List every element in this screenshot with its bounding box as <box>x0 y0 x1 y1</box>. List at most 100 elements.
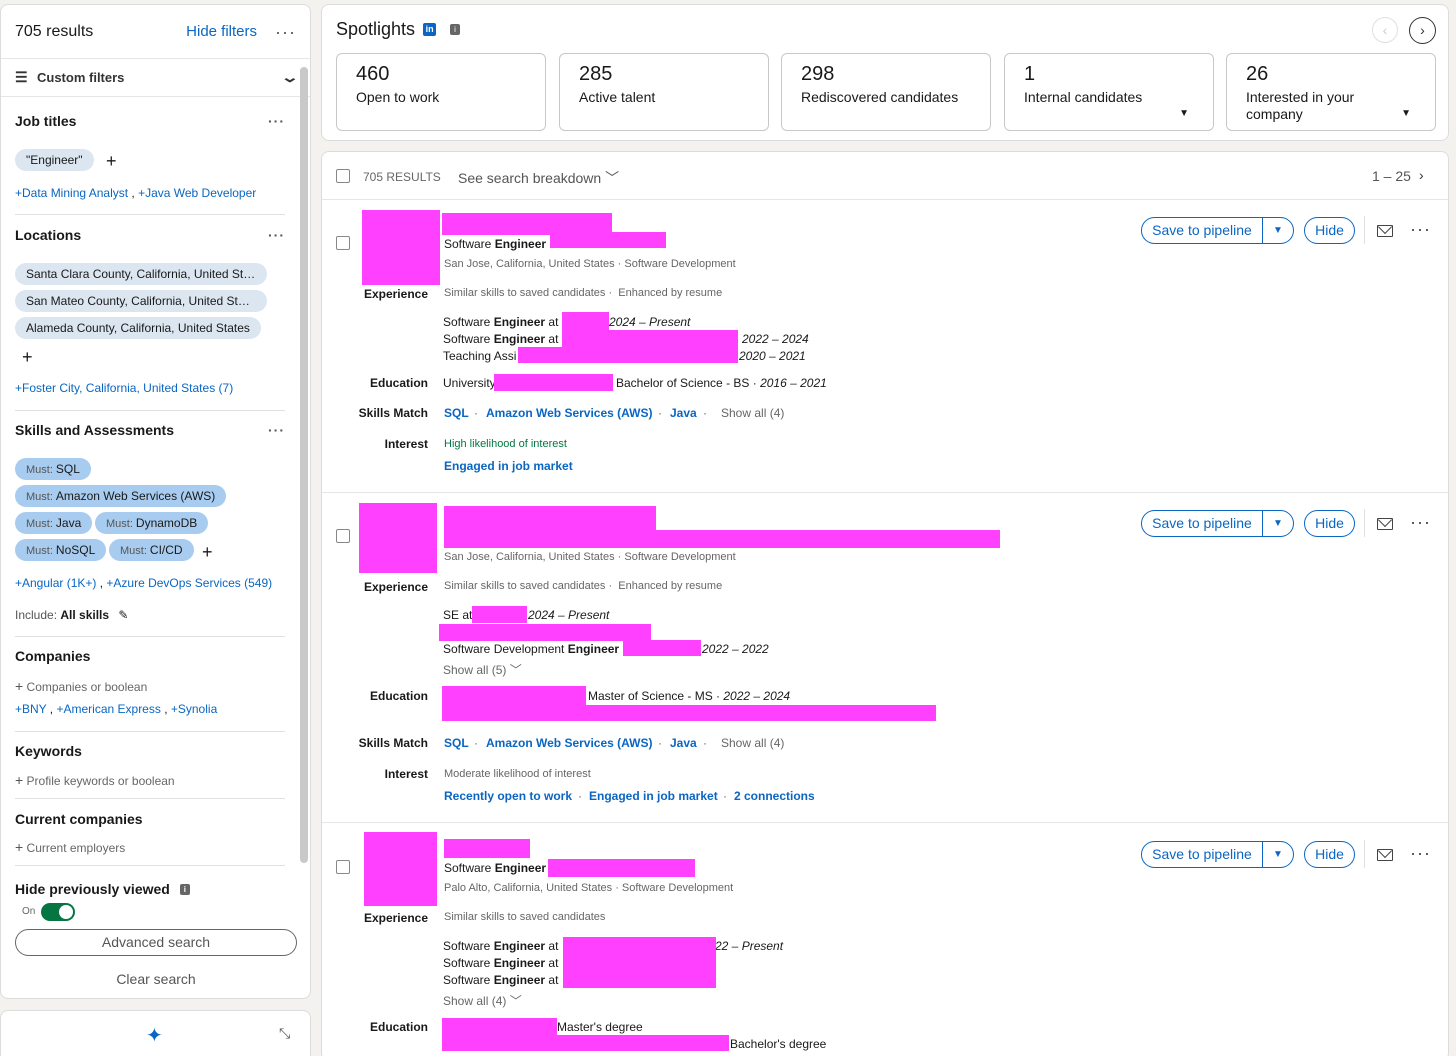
previous-arrow-icon[interactable]: ‹ <box>1372 17 1398 43</box>
location-suggestion[interactable]: +Foster City, California, United States … <box>15 381 234 395</box>
skill-chip[interactable]: Must: Java <box>15 512 93 534</box>
caret-down-icon[interactable]: ▼ <box>1179 108 1189 119</box>
mail-icon[interactable] <box>1377 849 1393 861</box>
search-breakdown-toggle[interactable]: See search breakdown ﹀ <box>458 168 619 188</box>
caret-down-icon[interactable]: ▼ <box>1273 225 1283 236</box>
spotlight-card[interactable]: 26 Interested in your company ▼ <box>1226 53 1436 131</box>
hide-filters-link[interactable]: Hide filters <box>186 23 258 40</box>
show-all-skills[interactable]: Show all (4) <box>721 406 785 420</box>
keywords-input[interactable]: + Profile keywords or boolean <box>15 772 175 788</box>
edit-pencil-icon[interactable]: ✎ <box>118 608 129 622</box>
education-label: Education <box>369 376 428 390</box>
add-job-title-icon[interactable]: + <box>106 151 117 171</box>
caret-down-icon[interactable]: ▼ <box>1273 518 1283 529</box>
redacted-text <box>472 606 527 623</box>
skill-chip[interactable]: Must: CI/CD <box>109 539 194 561</box>
interest-link[interactable]: Recently open to work <box>444 789 573 803</box>
suggestion-link[interactable]: +Angular (1K+) <box>15 576 97 590</box>
redacted-photo <box>364 832 437 906</box>
hide-button[interactable]: Hide <box>1304 841 1355 868</box>
skill-link[interactable]: SQL <box>444 736 469 750</box>
interest-link[interactable]: Engaged in job market <box>589 789 718 803</box>
candidate-checkbox[interactable] <box>336 860 350 874</box>
mail-icon[interactable] <box>1377 225 1393 237</box>
add-location-icon[interactable]: + <box>22 347 33 367</box>
more-options-icon[interactable]: ··· <box>275 21 296 42</box>
skill-chip[interactable]: Must: Amazon Web Services (AWS) <box>15 485 227 507</box>
clear-search-button[interactable]: Clear search <box>116 971 196 987</box>
show-all-experience[interactable]: Show all (5) ﹀ <box>443 663 522 677</box>
show-all-skills[interactable]: Show all (4) <box>721 736 785 750</box>
select-all-checkbox[interactable] <box>336 169 350 183</box>
caret-down-icon[interactable]: ▼ <box>1273 849 1283 860</box>
info-icon[interactable]: i <box>450 24 461 35</box>
spotlight-card[interactable]: 460 Open to work <box>336 53 546 131</box>
current-companies-input[interactable]: + Current employers <box>15 839 125 855</box>
spotlight-card[interactable]: 298 Rediscovered candidates <box>781 53 991 131</box>
results-total: 705 RESULTS <box>363 170 441 184</box>
candidate-checkbox[interactable] <box>336 529 350 543</box>
more-options-icon[interactable]: ··· <box>268 113 285 129</box>
save-to-pipeline-button[interactable]: Save to pipeline <box>1142 842 1263 867</box>
add-skill-icon[interactable]: + <box>202 542 213 562</box>
suggestion-link[interactable]: +Azure DevOps Services (549) <box>106 576 273 590</box>
suggestion-link[interactable]: +Java Web Developer <box>138 186 257 200</box>
candidate-card[interactable]: Software Engineer Palo Alto, California,… <box>322 823 1448 1056</box>
scrollbar[interactable] <box>300 67 308 863</box>
spotlight-card[interactable]: 285 Active talent <box>559 53 769 131</box>
hide-button[interactable]: Hide <box>1304 217 1355 244</box>
skill-link[interactable]: SQL <box>444 406 469 420</box>
suggestion-link[interactable]: +BNY <box>15 702 47 716</box>
show-all-experience[interactable]: Show all (4) ﹀ <box>443 994 522 1008</box>
skill-chip[interactable]: Must: DynamoDB <box>95 512 209 534</box>
more-options-icon[interactable]: ··· <box>1410 512 1431 532</box>
divider <box>15 410 285 411</box>
mail-icon[interactable] <box>1377 518 1393 530</box>
spotlight-card[interactable]: 1 Internal candidates ▼ <box>1004 53 1214 131</box>
save-to-pipeline-button[interactable]: Save to pipeline <box>1142 218 1263 243</box>
save-to-pipeline-group: Save to pipeline ▼ <box>1141 217 1294 244</box>
info-icon[interactable]: i <box>179 883 190 895</box>
save-to-pipeline-button[interactable]: Save to pipeline <box>1142 511 1263 536</box>
skill-link[interactable]: Java <box>670 736 697 750</box>
candidate-card[interactable]: San Jose, California, United States · So… <box>322 493 1448 823</box>
spotlights-heading: Spotlights <box>336 19 416 39</box>
location-chip[interactable]: Alameda County, California, United State… <box>15 317 261 339</box>
next-arrow-icon[interactable]: › <box>1409 17 1436 44</box>
location-chip[interactable]: Santa Clara County, California, United S… <box>15 263 267 285</box>
caret-down-icon[interactable]: ▼ <box>1401 108 1411 119</box>
job-title-chip[interactable]: "Engineer" <box>15 149 94 171</box>
experience-item: SE at <box>443 608 473 622</box>
more-options-icon[interactable]: ··· <box>268 422 285 438</box>
separator: · <box>474 736 478 750</box>
next-page-icon[interactable]: › <box>1419 167 1424 183</box>
skill-chip[interactable]: Must: NoSQL <box>15 539 107 561</box>
custom-filters-toggle[interactable]: ☰ Custom filters ⌄ <box>1 59 310 97</box>
skill-link[interactable]: Amazon Web Services (AWS) <box>486 406 653 420</box>
advanced-search-button[interactable]: Advanced search <box>15 929 297 956</box>
suggestion-link[interactable]: +American Express <box>56 702 161 716</box>
sparkle-icon[interactable]: ✦ <box>146 1025 163 1047</box>
hide-button[interactable]: Hide <box>1304 510 1355 537</box>
skill-chip[interactable]: Must: SQL <box>15 458 91 480</box>
more-options-icon[interactable]: ··· <box>268 227 285 243</box>
candidate-location: San Jose, California, United States · So… <box>444 551 736 563</box>
interest-link[interactable]: 2 connections <box>734 789 815 803</box>
more-options-icon[interactable]: ··· <box>1410 843 1431 863</box>
interest-link[interactable]: Engaged in job market <box>444 459 573 473</box>
skill-link[interactable]: Amazon Web Services (AWS) <box>486 736 653 750</box>
expand-icon[interactable]: ⤡ <box>279 1025 291 1041</box>
candidate-checkbox[interactable] <box>336 236 350 250</box>
keywords-placeholder: Profile keywords or boolean <box>26 774 175 788</box>
separator: · <box>703 406 707 420</box>
suggestion-link[interactable]: +Synolia <box>170 702 218 716</box>
location-chip[interactable]: San Mateo County, California, United Sta… <box>15 290 267 312</box>
hide-viewed-toggle[interactable] <box>41 903 75 921</box>
skill-link[interactable]: Java <box>670 406 697 420</box>
candidate-card[interactable]: Software Engineer San Jose, California, … <box>322 200 1448 493</box>
companies-input[interactable]: + Companies or boolean <box>15 678 147 694</box>
suggestion-link[interactable]: +Data Mining Analyst <box>15 186 129 200</box>
divider <box>15 731 285 732</box>
more-options-icon[interactable]: ··· <box>1410 219 1431 239</box>
education-degree: Master of Science - MS · 2022 – 2024 <box>588 689 791 703</box>
